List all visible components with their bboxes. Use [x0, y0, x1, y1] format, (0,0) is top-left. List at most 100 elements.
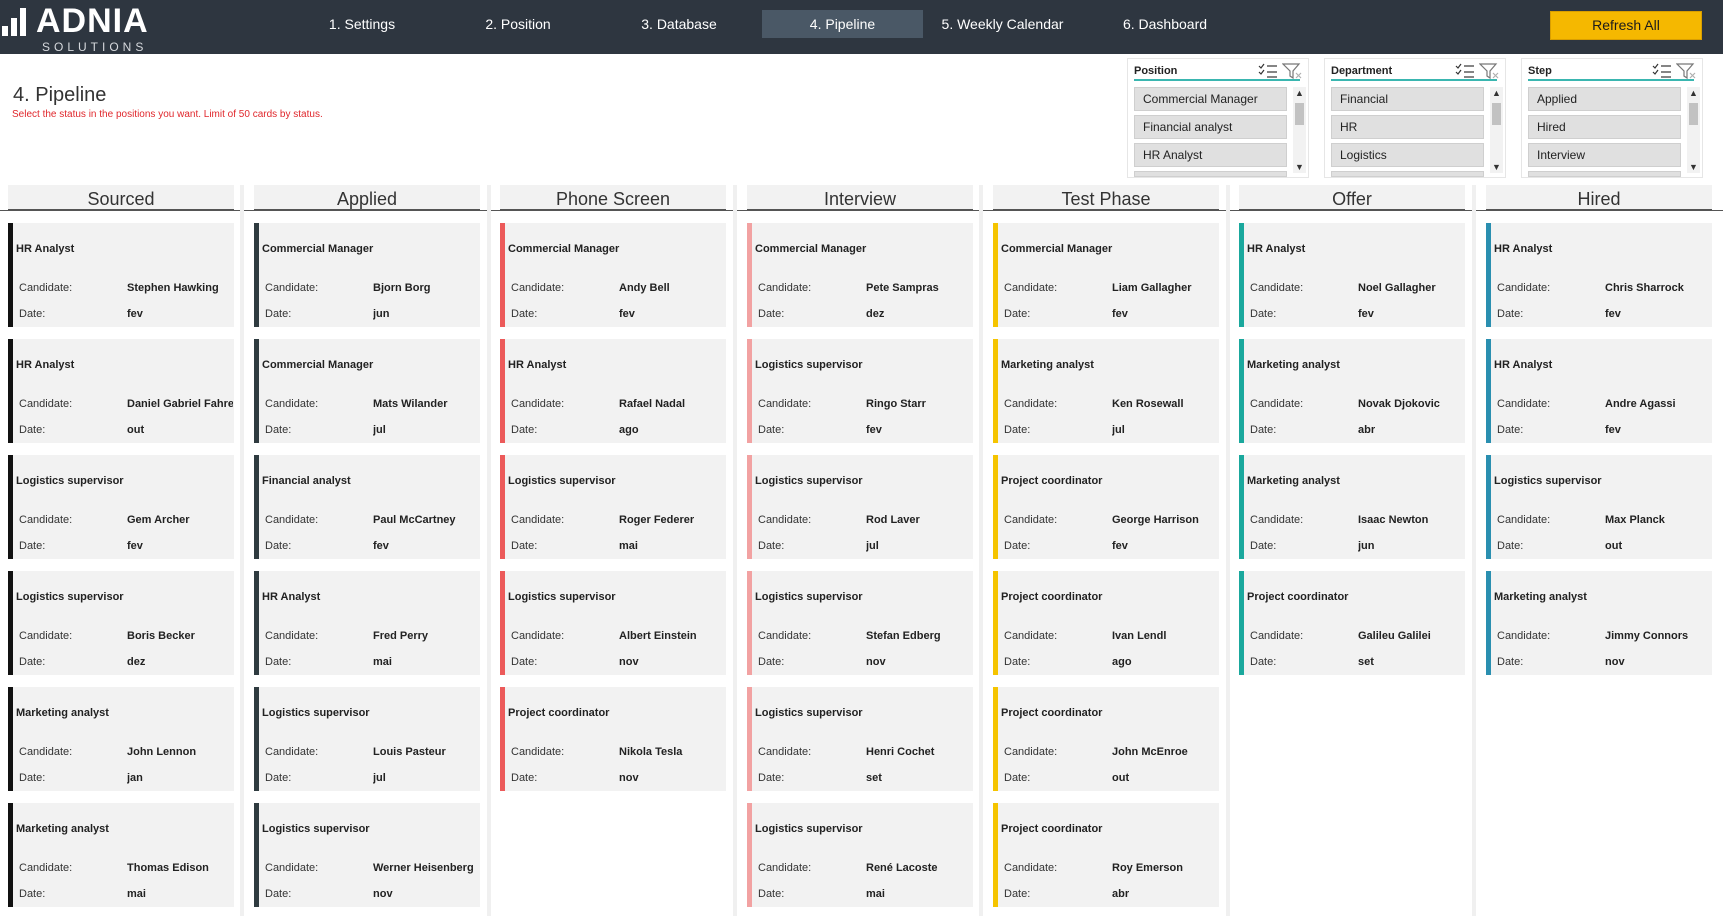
- candidate-label: Candidate:: [19, 746, 73, 758]
- slicer-scrollbar[interactable]: ▲ ▼: [1687, 87, 1700, 173]
- candidate-card[interactable]: Logistics supervisor Candidate: Werner Hei…: [254, 803, 480, 907]
- date-label: Date:: [1004, 308, 1031, 320]
- candidate-card[interactable]: Logistics supervisor Candidate: Rod Laver D…: [747, 455, 973, 559]
- candidate-card[interactable]: Logistics supervisor Candidate: Boris Beck…: [8, 571, 234, 675]
- card-date: fev: [619, 308, 635, 320]
- candidate-card[interactable]: Logistics supervisor Candidate: Albert Ein…: [500, 571, 726, 675]
- candidate-name: Boris Becker: [127, 630, 195, 642]
- date-label: Date:: [265, 424, 292, 436]
- candidate-card[interactable]: Marketing analyst Candidate: Ken Rosewall D…: [993, 339, 1219, 443]
- slicer-item[interactable]: Interview: [1528, 143, 1681, 167]
- multi-select-icon[interactable]: [1652, 63, 1672, 79]
- multi-select-icon[interactable]: [1258, 63, 1278, 79]
- tab-settings[interactable]: 1. Settings: [328, 16, 396, 32]
- scroll-up-icon[interactable]: ▲: [1689, 88, 1698, 98]
- slicer-item[interactable]: Commercial Manager: [1134, 87, 1287, 111]
- candidate-card[interactable]: Project coordinator Candidate: George Harr…: [993, 455, 1219, 559]
- candidate-card[interactable]: HR Analyst Candidate: Chris Sharrock Date: f…: [1486, 223, 1712, 327]
- card-position: HR Analyst: [1247, 243, 1306, 255]
- status-stripe: [993, 571, 998, 675]
- slicer-scrollbar[interactable]: ▲ ▼: [1293, 87, 1306, 173]
- card-date: nov: [619, 772, 639, 784]
- date-label: Date:: [1250, 540, 1277, 552]
- slicer-item[interactable]: Logistics: [1331, 143, 1484, 167]
- card-position: Marketing analyst: [1494, 591, 1587, 603]
- card-position: Logistics supervisor: [16, 591, 124, 603]
- slicer-item[interactable]: Financial analyst: [1134, 115, 1287, 139]
- tab-position[interactable]: 2. Position: [485, 16, 551, 32]
- clear-filter-icon[interactable]: [1479, 63, 1499, 79]
- refresh-all-button[interactable]: Refresh All: [1550, 11, 1702, 40]
- candidate-card[interactable]: Logistics supervisor Candidate: Ringo Star…: [747, 339, 973, 443]
- candidate-card[interactable]: Project coordinator Candidate: John McEnro…: [993, 687, 1219, 791]
- pipeline-column: Test Phase Commercial Manager Candidate: Li…: [993, 185, 1219, 916]
- scroll-up-icon[interactable]: ▲: [1492, 88, 1501, 98]
- tab-weekly-calendar[interactable]: 5. Weekly Calendar: [941, 16, 1064, 32]
- scroll-down-icon[interactable]: ▼: [1492, 162, 1501, 172]
- date-label: Date:: [1004, 424, 1031, 436]
- slicer-item[interactable]: HR: [1331, 115, 1484, 139]
- candidate-card[interactable]: Commercial Manager Candidate: Bjorn Borg Da…: [254, 223, 480, 327]
- clear-filter-icon[interactable]: [1676, 63, 1696, 79]
- tab-dashboard[interactable]: 6. Dashboard: [1122, 16, 1208, 32]
- candidate-card[interactable]: Logistics supervisor Candidate: Roger Fede…: [500, 455, 726, 559]
- clear-filter-icon[interactable]: [1282, 63, 1302, 79]
- candidate-card[interactable]: Project coordinator Candidate: Roy Emerson…: [993, 803, 1219, 907]
- candidate-card[interactable]: Logistics supervisor Candidate: Henri Coch…: [747, 687, 973, 791]
- card-date: set: [866, 772, 882, 784]
- candidate-name: Roger Federer: [619, 514, 695, 526]
- scroll-down-icon[interactable]: ▼: [1295, 162, 1304, 172]
- candidate-card[interactable]: Logistics supervisor Candidate: Max Planck…: [1486, 455, 1712, 559]
- card-date: jul: [1112, 424, 1125, 436]
- card-position: Project coordinator: [1001, 707, 1103, 719]
- slicer-department: Department Financial HR Logistics ▲ ▼: [1324, 58, 1506, 178]
- candidate-name: Galileu Galilei: [1358, 630, 1431, 642]
- scroll-down-icon[interactable]: ▼: [1689, 162, 1698, 172]
- scroll-up-icon[interactable]: ▲: [1295, 88, 1304, 98]
- tab-pipeline[interactable]: 4. Pipeline: [762, 10, 923, 38]
- slicer-scrollbar[interactable]: ▲ ▼: [1490, 87, 1503, 173]
- candidate-label: Candidate:: [758, 862, 812, 874]
- candidate-card[interactable]: HR Analyst Candidate: Andre Agassi Date: fev: [1486, 339, 1712, 443]
- slicer-item-partial: [1134, 171, 1287, 177]
- date-label: Date:: [19, 424, 46, 436]
- status-stripe: [500, 571, 505, 675]
- candidate-card[interactable]: Commercial Manager Candidate: Andy Bell Dat…: [500, 223, 726, 327]
- slicer-item[interactable]: Applied: [1528, 87, 1681, 111]
- candidate-card[interactable]: Project coordinator Candidate: Galileu Gal…: [1239, 571, 1465, 675]
- scroll-thumb[interactable]: [1295, 103, 1304, 125]
- candidate-card[interactable]: HR Analyst Candidate: Fred Perry Date: mai: [254, 571, 480, 675]
- candidate-card[interactable]: Project coordinator Candidate: Nikola Tesl…: [500, 687, 726, 791]
- slicer-item[interactable]: Hired: [1528, 115, 1681, 139]
- candidate-card[interactable]: HR Analyst Candidate: Daniel Gabriel Fahre…: [8, 339, 234, 443]
- candidate-card[interactable]: HR Analyst Candidate: Stephen Hawking Date:…: [8, 223, 234, 327]
- candidate-card[interactable]: HR Analyst Candidate: Noel Gallagher Date: f…: [1239, 223, 1465, 327]
- candidate-card[interactable]: Marketing analyst Candidate: Isaac Newton D…: [1239, 455, 1465, 559]
- tab-database[interactable]: 3. Database: [641, 16, 717, 32]
- candidate-card[interactable]: HR Analyst Candidate: Rafael Nadal Date: ago: [500, 339, 726, 443]
- scroll-thumb[interactable]: [1492, 103, 1501, 125]
- candidate-card[interactable]: Marketing analyst Candidate: Jimmy Connors…: [1486, 571, 1712, 675]
- candidate-card[interactable]: Marketing analyst Candidate: Novak Djokovi…: [1239, 339, 1465, 443]
- candidate-name: Fred Perry: [373, 630, 429, 642]
- candidate-card[interactable]: Logistics supervisor Candidate: Stefan Edb…: [747, 571, 973, 675]
- candidate-card[interactable]: Project coordinator Candidate: Ivan Lendl D…: [993, 571, 1219, 675]
- status-stripe: [8, 339, 13, 443]
- candidate-card[interactable]: Financial analyst Candidate: Paul McCartne…: [254, 455, 480, 559]
- card-date: nov: [866, 656, 886, 668]
- card-position: Logistics supervisor: [755, 823, 863, 835]
- candidate-card[interactable]: Logistics supervisor Candidate: Louis Past…: [254, 687, 480, 791]
- scroll-thumb[interactable]: [1689, 103, 1698, 125]
- candidate-card[interactable]: Marketing analyst Candidate: John Lennon D…: [8, 687, 234, 791]
- multi-select-icon[interactable]: [1455, 63, 1475, 79]
- candidate-card[interactable]: Commercial Manager Candidate: Liam Gallagh…: [993, 223, 1219, 327]
- candidate-card[interactable]: Marketing analyst Candidate: Thomas Edison…: [8, 803, 234, 907]
- candidate-label: Candidate:: [1497, 514, 1551, 526]
- slicer-item[interactable]: HR Analyst: [1134, 143, 1287, 167]
- slicer-item[interactable]: Financial: [1331, 87, 1484, 111]
- candidate-card[interactable]: Logistics supervisor Candidate: Gem Archer…: [8, 455, 234, 559]
- candidate-card[interactable]: Commercial Manager Candidate: Pete Sampras…: [747, 223, 973, 327]
- candidate-card[interactable]: Logistics supervisor Candidate: René Lacos…: [747, 803, 973, 907]
- card-date: nov: [619, 656, 639, 668]
- candidate-card[interactable]: Commercial Manager Candidate: Mats Wilande…: [254, 339, 480, 443]
